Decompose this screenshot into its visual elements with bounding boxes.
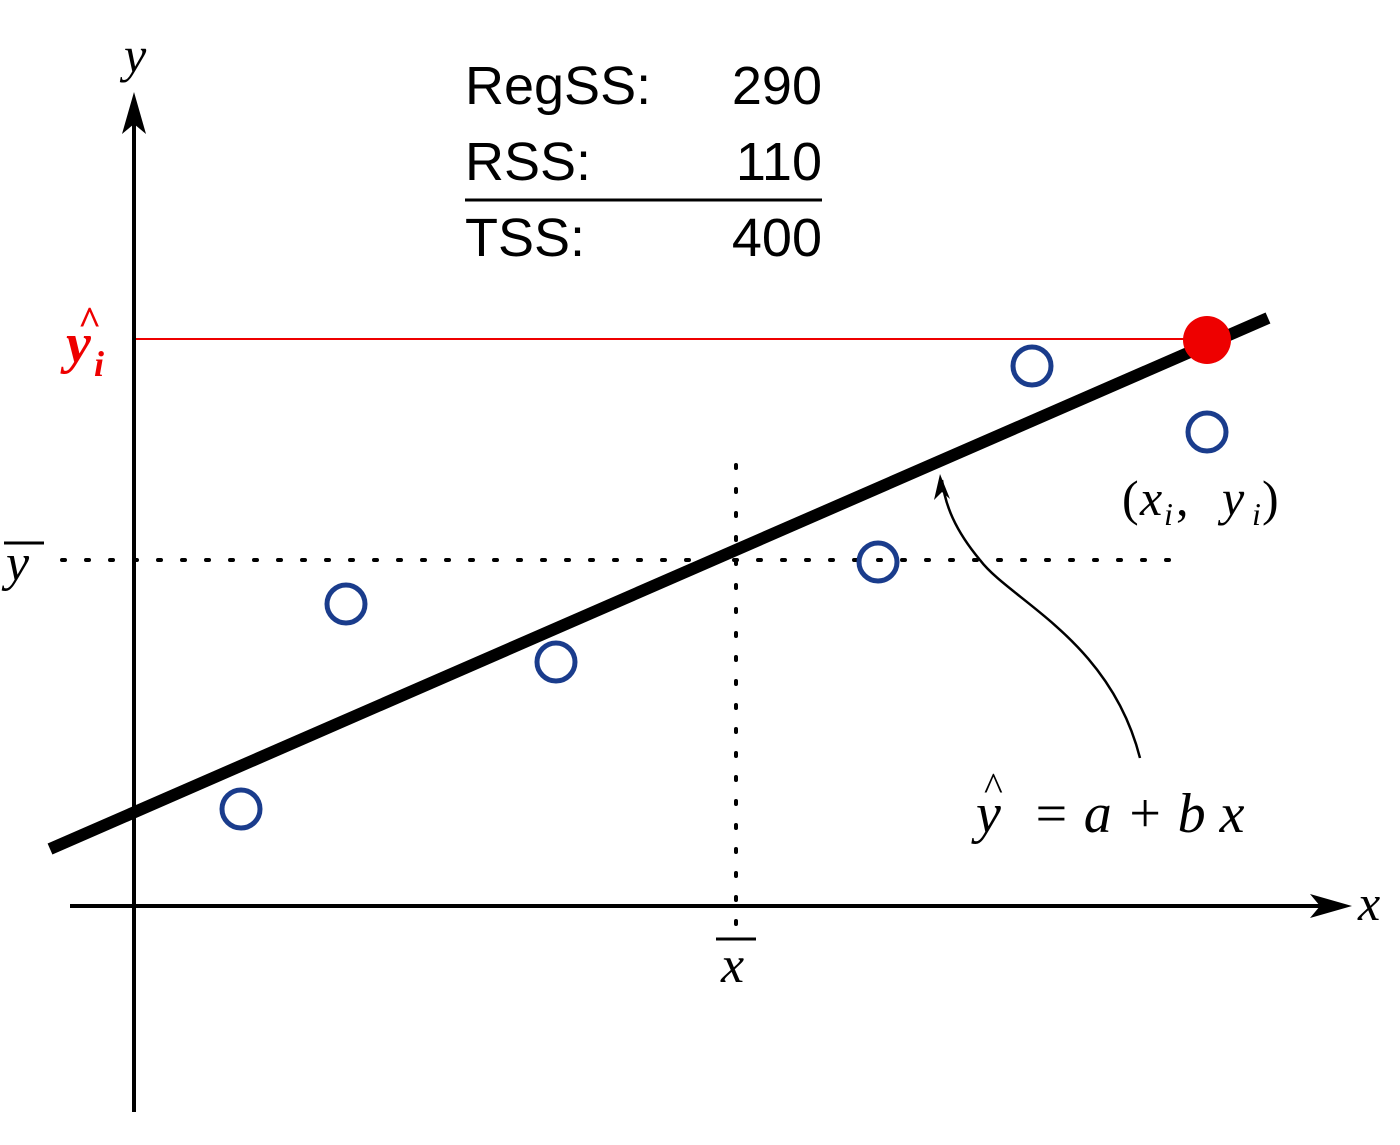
- observation-y: y: [1217, 470, 1245, 526]
- sums-table: RegSS: 290 RSS: 110 TSS: 400: [465, 56, 822, 268]
- fitted-point: [1183, 316, 1231, 364]
- equation-rhs: = a + b x: [1032, 783, 1245, 845]
- observed-point: [1185, 410, 1229, 454]
- observation-label: ( x i , y i ): [1122, 470, 1279, 532]
- regss-value: 290: [732, 56, 822, 116]
- fitted-value-label: y i ^: [60, 298, 104, 384]
- x-mean-label: x: [716, 937, 756, 994]
- y-axis-arrowhead: [122, 92, 146, 134]
- observed-point: [534, 640, 578, 684]
- tss-value: 400: [732, 208, 822, 268]
- equation-hat: ^: [984, 764, 1003, 809]
- observed-point: [1010, 344, 1054, 388]
- regression-line: [47, 312, 1271, 855]
- regression-equation: y ^ = a + b x: [971, 764, 1245, 845]
- fitted-value-symbol: y: [60, 313, 92, 375]
- observation-close-paren: ): [1262, 470, 1279, 526]
- observed-point: [856, 540, 900, 584]
- y-mean-label: y: [1, 535, 44, 592]
- observation-x: x: [1139, 470, 1162, 526]
- observation-x-subscript: i: [1164, 496, 1173, 532]
- regss-label: RegSS:: [465, 56, 651, 116]
- rss-value: 110: [736, 132, 822, 192]
- observation-open-paren: (: [1122, 470, 1139, 526]
- observation-y-subscript: i: [1252, 496, 1261, 532]
- equation-pointer: [940, 479, 1142, 759]
- y-axis: [122, 92, 146, 1112]
- fitted-value-hat: ^: [78, 298, 101, 343]
- x-mean-symbol: x: [720, 937, 744, 994]
- fitted-value-subscript: i: [94, 344, 104, 384]
- x-axis-label: x: [1357, 875, 1380, 931]
- observed-point: [219, 787, 263, 831]
- equation-pointer-head: [934, 474, 950, 500]
- observation-comma: ,: [1176, 470, 1189, 526]
- x-axis: [70, 894, 1352, 918]
- y-axis-label: y: [119, 27, 147, 83]
- rss-label: RSS:: [465, 132, 591, 192]
- tss-label: TSS:: [465, 208, 585, 268]
- x-axis-arrowhead: [1310, 894, 1352, 918]
- equation-y: y: [971, 783, 1001, 845]
- observed-point: [324, 582, 368, 626]
- observed-points: [219, 344, 1229, 831]
- y-mean-symbol: y: [1, 535, 30, 592]
